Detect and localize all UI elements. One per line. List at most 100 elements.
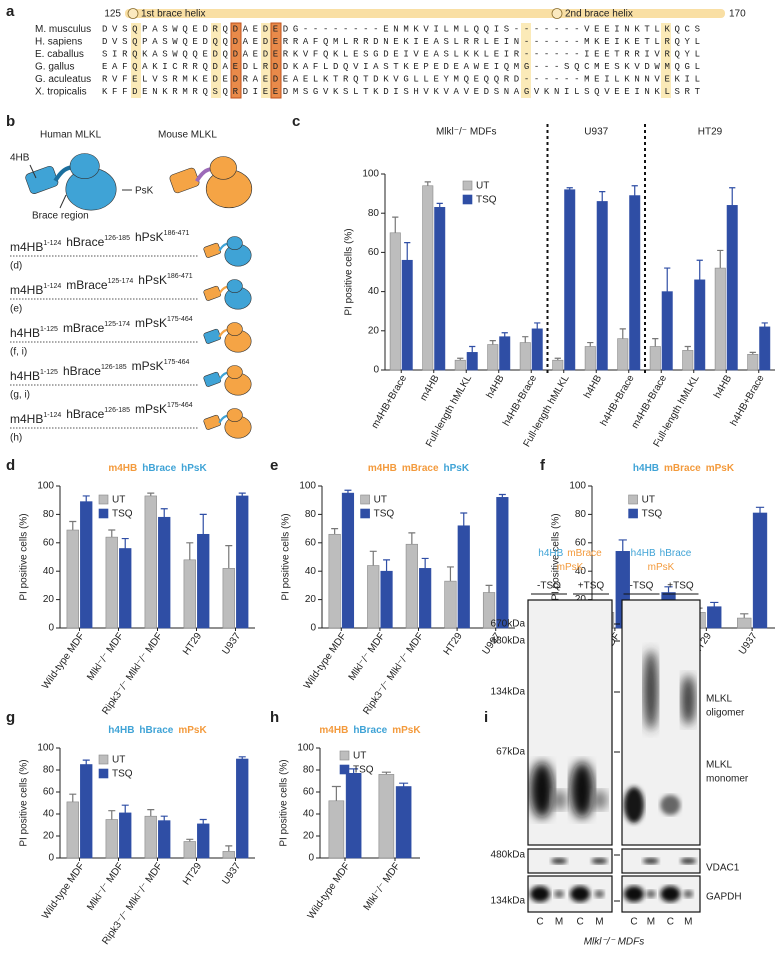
band	[554, 890, 565, 898]
y-tick-label: 100	[569, 481, 586, 492]
bar	[119, 812, 132, 859]
error-bar	[469, 345, 476, 353]
helix-bundle-icon	[203, 328, 222, 344]
construct-header: mPsK	[648, 562, 675, 573]
species-name: X. tropicalis	[35, 86, 87, 97]
construct-residues: 126-185	[104, 407, 130, 414]
pseudokinase-icon	[226, 279, 243, 293]
error-bar	[160, 508, 168, 518]
construct-residues: 126-185	[101, 364, 127, 371]
x-tick-label: h4HB+Brace	[729, 373, 767, 428]
bar	[80, 501, 93, 629]
legend-label: UT	[112, 495, 125, 506]
construct-figure-ref: (h)	[10, 433, 22, 444]
band-label: oligomer	[706, 708, 745, 719]
bar	[158, 820, 171, 859]
error-bar	[331, 528, 339, 535]
bar	[519, 342, 531, 371]
error-bar	[446, 566, 454, 582]
panel-label: i	[484, 709, 488, 726]
bar	[457, 525, 470, 629]
y-axis-label: PI positive cells (%)	[344, 228, 355, 315]
error-bar	[631, 185, 638, 196]
bar	[105, 819, 118, 859]
helix-bundle-icon	[203, 242, 222, 258]
title-part: mBrace	[402, 463, 439, 474]
error-bar	[498, 493, 506, 498]
bar	[105, 536, 118, 629]
legend-label: TSQ	[476, 195, 497, 206]
legend-swatch	[360, 494, 370, 505]
species-name: M. musculus	[35, 24, 91, 35]
y-tick-label: 0	[373, 365, 379, 376]
construct-domain: m4HB	[10, 240, 43, 254]
y-tick-label: 60	[575, 537, 587, 548]
pseudokinase-icon	[226, 365, 243, 379]
error-bar	[436, 202, 443, 208]
legend-swatch	[98, 494, 109, 505]
pseudokinase-icon	[209, 156, 237, 180]
error-bar	[238, 756, 246, 759]
sequence: DVSQPASWQEDRQDAEDEDG--------ENMKVILMLQQI…	[102, 25, 700, 35]
error-bar	[534, 322, 541, 329]
error-bar	[392, 216, 399, 233]
legend-swatch	[98, 754, 109, 765]
bar	[197, 533, 210, 629]
y-tick-label: 80	[368, 208, 380, 219]
y-tick-label: 100	[297, 743, 314, 754]
pseudokinase-icon	[226, 236, 243, 250]
lane-label: C	[630, 917, 637, 928]
x-tick-label: Wild-type MDF	[302, 631, 349, 691]
domain-label: PsK	[135, 186, 154, 197]
construct-residues: 125-174	[104, 321, 130, 328]
species-name: G. gallus	[35, 61, 74, 72]
y-tick-label: 20	[303, 831, 315, 842]
y-tick-label: 40	[303, 809, 315, 820]
bar	[482, 592, 496, 629]
sequence: RVFELVSRMKEDEDRAEDEAELKTRQTDKVGLLEYMQEQQ…	[102, 75, 700, 85]
x-tick-label: HT29	[442, 631, 465, 658]
group-label: Mlkl⁻/⁻ MDFs	[436, 127, 497, 138]
x-tick-label: Mlkl⁻/⁻ MDF	[362, 861, 403, 913]
error-bar	[344, 489, 352, 494]
error-bar	[485, 584, 493, 593]
error-bar	[664, 267, 671, 292]
helix-bundle-icon	[203, 414, 222, 430]
band	[624, 886, 644, 902]
bar	[389, 232, 401, 371]
error-bar	[381, 771, 391, 775]
bar	[158, 516, 171, 629]
bar	[66, 529, 79, 629]
bar	[499, 336, 511, 371]
bar	[401, 259, 413, 371]
error-bar	[618, 539, 627, 552]
title-part: h4HB	[108, 725, 134, 736]
title-part: hPsK	[444, 463, 470, 474]
construct-domain: h4HB	[10, 326, 40, 340]
pseudokinase-icon	[69, 153, 100, 180]
band	[681, 675, 696, 725]
panel-label: c	[292, 113, 300, 130]
construct-domain: mBrace	[63, 321, 105, 335]
bar	[552, 359, 564, 371]
construct-domain: hBrace	[66, 407, 104, 421]
legend-swatch	[462, 180, 473, 191]
error-bar	[399, 782, 409, 787]
y-tick-label: 40	[43, 566, 55, 577]
error-bar	[121, 537, 129, 549]
error-bar	[664, 586, 673, 593]
sequence: DVSQPASWQEDQQDAEDERRAFQMLRRDNEKIEASLRRLE…	[102, 37, 700, 47]
band	[642, 858, 659, 864]
error-bar	[82, 495, 90, 502]
construct-domain: mPsK	[132, 359, 164, 373]
panel-label: d	[6, 457, 15, 474]
bar	[682, 350, 694, 371]
panel-label: a	[6, 3, 15, 20]
x-tick-label: Mlkl⁻/⁻ MDF	[85, 631, 126, 683]
legend-label: TSQ	[642, 509, 663, 520]
construct-header: mPsK	[557, 562, 584, 573]
species-title: Human MLKL	[40, 130, 102, 141]
y-tick-label: 20	[305, 594, 317, 605]
construct-header: h4HB hBrace	[631, 548, 692, 559]
lane-label: C	[667, 917, 674, 928]
